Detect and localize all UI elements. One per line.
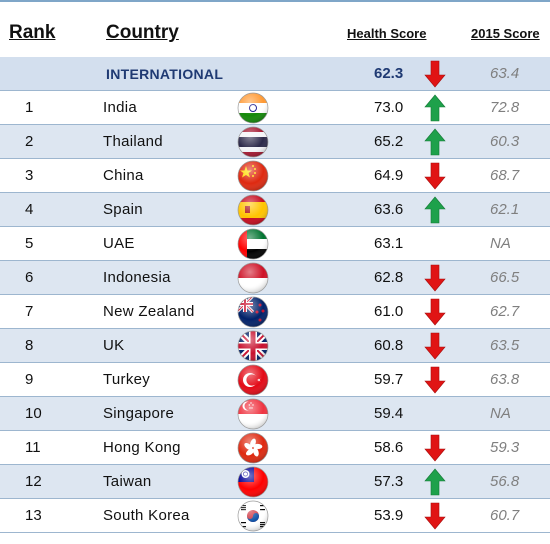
arrow-down-icon (424, 264, 446, 292)
rank-value: 1 (25, 99, 34, 116)
country-name: China (103, 167, 144, 184)
score-2015: 62.7 (490, 303, 520, 320)
country-name: UAE (103, 235, 135, 252)
table-row: 2 Thailand 65.2 60.3 (0, 125, 550, 159)
uae-flag-icon (237, 228, 269, 260)
country-name: Indonesia (103, 269, 171, 286)
health-score: 65.2 (374, 133, 404, 150)
table-row: 8 UK 60.8 63.5 (0, 329, 550, 363)
score-2015: 68.7 (490, 167, 520, 184)
rank-value: 6 (25, 269, 34, 286)
country-name: Thailand (103, 133, 163, 150)
hong-kong-flag-icon (237, 432, 269, 464)
table-row: 13 South Korea 53.9 60.7 (0, 499, 550, 533)
score-2015: 62.1 (490, 201, 520, 218)
score-2015: 66.5 (490, 269, 520, 286)
country-name: South Korea (103, 507, 190, 524)
arrow-up-icon (424, 128, 446, 156)
score-2015: 60.3 (490, 133, 520, 150)
country-name: New Zealand (103, 303, 195, 320)
arrow-down-icon (424, 434, 446, 462)
table-row: 6 Indonesia 62.8 66.5 (0, 261, 550, 295)
arrow-up-icon (424, 196, 446, 224)
health-score: 59.4 (374, 405, 404, 422)
arrow-down-icon (424, 366, 446, 394)
table-row: 12 Taiwan 57.3 56.8 (0, 465, 550, 499)
score-2015-header: 2015 Score (471, 26, 540, 41)
score-2015: 60.7 (490, 507, 520, 524)
table-row: 1 India 73.0 72.8 (0, 91, 550, 125)
health-score: 62.8 (374, 269, 404, 286)
table-row: 3 China 64.9 68.7 (0, 159, 550, 193)
health-score: 57.3 (374, 473, 404, 490)
arrow-down-icon (424, 162, 446, 190)
country-name: Singapore (103, 405, 175, 422)
health-score: 64.9 (374, 167, 404, 184)
country-name: Spain (103, 201, 143, 218)
rank-value: 7 (25, 303, 34, 320)
arrow-up-icon (424, 468, 446, 496)
rank-value: 10 (25, 405, 42, 422)
health-score: 61.0 (374, 303, 404, 320)
south-korea-flag-icon (237, 500, 269, 532)
country-name: India (103, 99, 138, 116)
singapore-flag-icon (237, 398, 269, 430)
country-name: Turkey (103, 371, 151, 388)
health-score: 58.6 (374, 439, 404, 456)
international-label: INTERNATIONAL (106, 66, 224, 82)
thailand-flag-icon (237, 126, 269, 158)
rank-value: 5 (25, 235, 34, 252)
arrow-down-icon (424, 332, 446, 360)
country-name: Taiwan (103, 473, 152, 490)
turkey-flag-icon (237, 364, 269, 396)
score-2015: 56.8 (490, 473, 520, 490)
table-row: 11 Hong Kong 58.6 59.3 (0, 431, 550, 465)
health-score-header: Health Score (347, 26, 427, 41)
health-score: 59.7 (374, 371, 404, 388)
score-2015: NA (490, 405, 511, 422)
health-score: 73.0 (374, 99, 404, 116)
score-2015: 63.8 (490, 371, 520, 388)
table-row: 10 Singapore 59.4 NA (0, 397, 550, 431)
arrow-down-icon (424, 60, 446, 88)
spain-flag-icon (237, 194, 269, 226)
country-name: UK (103, 337, 125, 354)
arrow-up-icon (424, 94, 446, 122)
table-row: 5 UAE 63.1 NA (0, 227, 550, 261)
country-header: Country (106, 22, 179, 43)
rank-value: 9 (25, 371, 34, 388)
table-row: 7 New Zealand 61.0 62.7 (0, 295, 550, 329)
score-2015: 63.4 (490, 65, 520, 82)
score-2015: NA (490, 235, 511, 252)
rank-value: 3 (25, 167, 34, 184)
rank-value: 2 (25, 133, 34, 150)
arrow-down-icon (424, 502, 446, 530)
india-flag-icon (237, 92, 269, 124)
table-row: 9 Turkey 59.7 63.8 (0, 363, 550, 397)
rank-value: 12 (25, 473, 42, 490)
taiwan-flag-icon (237, 466, 269, 498)
table-row: 4 Spain 63.6 62.1 (0, 193, 550, 227)
country-name: Hong Kong (103, 439, 181, 456)
international-row: INTERNATIONAL 62.3 63.4 (0, 57, 550, 91)
indonesia-flag-icon (237, 262, 269, 294)
rank-value: 4 (25, 201, 34, 218)
score-2015: 59.3 (490, 439, 520, 456)
top-rule (0, 0, 550, 2)
score-2015: 63.5 (490, 337, 520, 354)
rank-value: 11 (25, 439, 41, 456)
rank-value: 13 (25, 507, 42, 524)
arrow-down-icon (424, 298, 446, 326)
health-score: 62.3 (374, 65, 404, 82)
health-score: 60.8 (374, 337, 404, 354)
china-flag-icon (237, 160, 269, 192)
health-score: 63.1 (374, 235, 404, 252)
score-2015: 72.8 (490, 99, 520, 116)
rank-header: Rank (9, 22, 56, 43)
uk-flag-icon (237, 330, 269, 362)
rank-value: 8 (25, 337, 34, 354)
health-score: 63.6 (374, 201, 404, 218)
health-score: 53.9 (374, 507, 404, 524)
new-zealand-flag-icon (237, 296, 269, 328)
